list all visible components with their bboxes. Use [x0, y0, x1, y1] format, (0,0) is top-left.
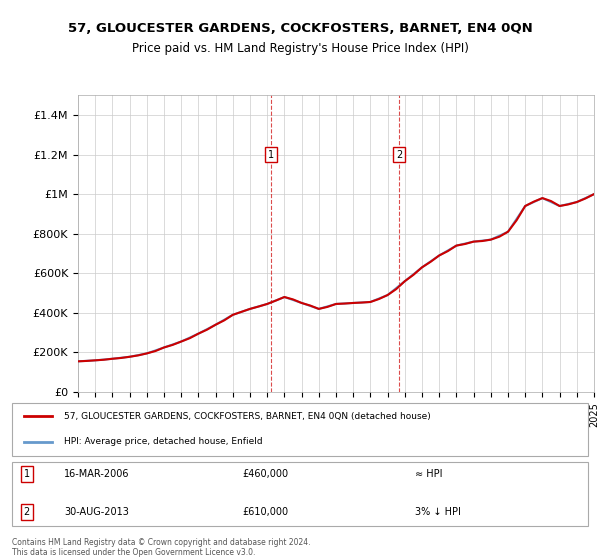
Text: Price paid vs. HM Land Registry's House Price Index (HPI): Price paid vs. HM Land Registry's House …	[131, 42, 469, 55]
Text: 1: 1	[268, 150, 274, 160]
Text: £460,000: £460,000	[242, 469, 289, 479]
Text: 57, GLOUCESTER GARDENS, COCKFOSTERS, BARNET, EN4 0QN: 57, GLOUCESTER GARDENS, COCKFOSTERS, BAR…	[68, 22, 532, 35]
Text: 16-MAR-2006: 16-MAR-2006	[64, 469, 130, 479]
Text: ≈ HPI: ≈ HPI	[415, 469, 443, 479]
Text: 30-AUG-2013: 30-AUG-2013	[64, 507, 129, 517]
Text: £610,000: £610,000	[242, 507, 289, 517]
Text: Contains HM Land Registry data © Crown copyright and database right 2024.
This d: Contains HM Land Registry data © Crown c…	[12, 538, 311, 557]
Text: 57, GLOUCESTER GARDENS, COCKFOSTERS, BARNET, EN4 0QN (detached house): 57, GLOUCESTER GARDENS, COCKFOSTERS, BAR…	[64, 412, 431, 421]
Text: 2: 2	[396, 150, 402, 160]
Text: HPI: Average price, detached house, Enfield: HPI: Average price, detached house, Enfi…	[64, 437, 262, 446]
Text: 1: 1	[23, 469, 29, 479]
Text: 3% ↓ HPI: 3% ↓ HPI	[415, 507, 461, 517]
FancyBboxPatch shape	[12, 403, 588, 456]
FancyBboxPatch shape	[12, 462, 588, 526]
Text: 2: 2	[23, 507, 30, 517]
